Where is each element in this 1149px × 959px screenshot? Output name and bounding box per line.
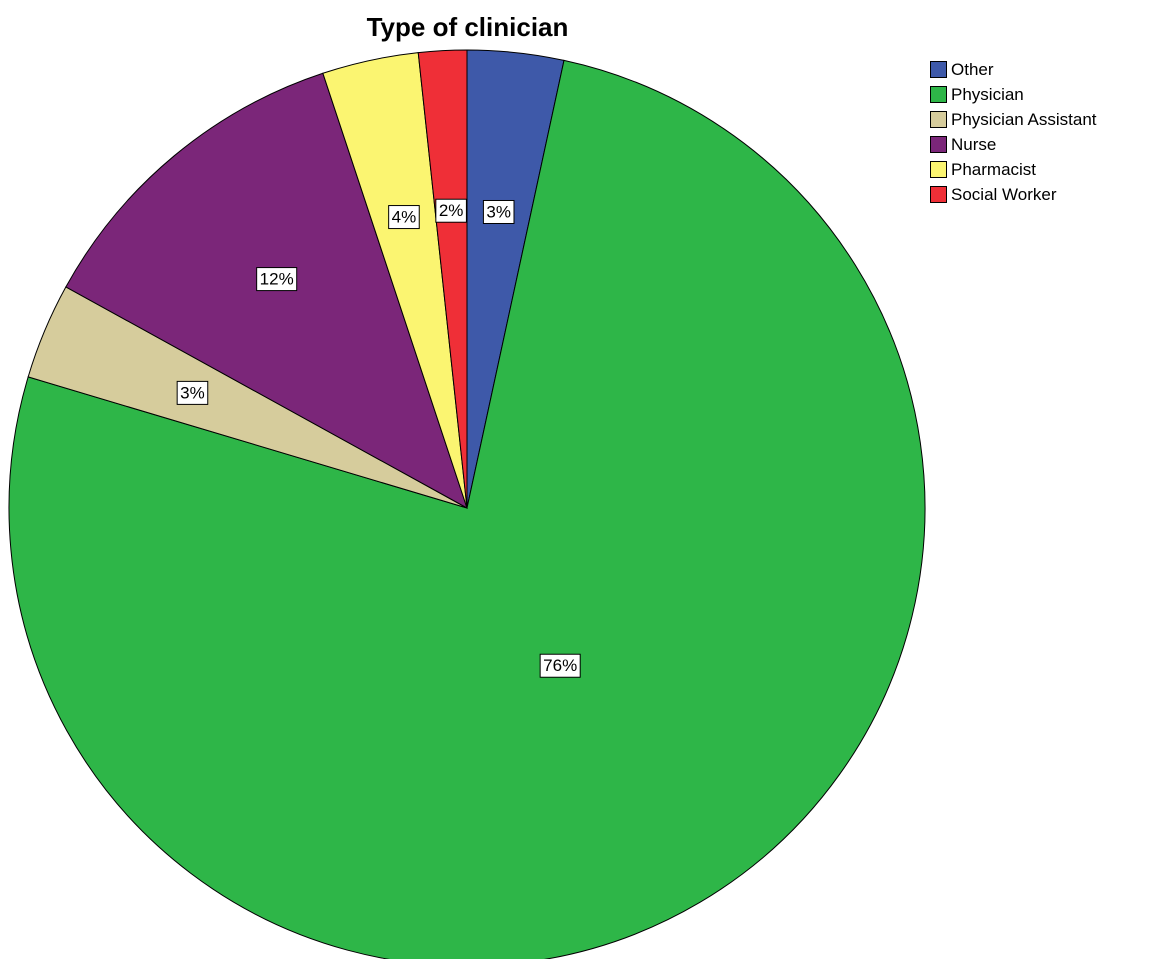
data-label-other: 3% — [482, 199, 515, 224]
data-label-pharmacist: 4% — [388, 205, 420, 230]
legend-item-physician-assistant: Physician Assistant — [930, 107, 1097, 132]
legend-swatch — [930, 86, 947, 103]
data-label-physician: 76% — [539, 653, 581, 678]
data-label-social-worker: 2% — [435, 198, 467, 223]
legend-label: Other — [951, 59, 994, 79]
legend: Other Physician Physician Assistant Nurse Ph… — [930, 57, 1097, 207]
legend-swatch — [930, 161, 947, 178]
legend-swatch — [930, 111, 947, 128]
svg-text:2%: 2% — [439, 201, 464, 220]
legend-item-social-worker: Social Worker — [930, 182, 1097, 207]
legend-label: Pharmacist — [951, 159, 1037, 179]
legend-swatch — [930, 61, 947, 78]
svg-text:12%: 12% — [260, 270, 294, 289]
legend-label: Physician — [951, 84, 1024, 104]
data-label-nurse: 12% — [256, 267, 298, 292]
svg-text:76%: 76% — [543, 656, 577, 675]
legend-label: Social Worker — [951, 184, 1057, 204]
pie-slice-social-worker — [417, 49, 468, 509]
legend-item-other: Other — [930, 57, 1097, 82]
legend-item-physician: Physician — [930, 82, 1097, 107]
legend-item-pharmacist: Pharmacist — [930, 157, 1097, 182]
svg-text:3%: 3% — [486, 202, 511, 221]
data-label-physician-assistant: 3% — [176, 380, 209, 405]
legend-label: Physician Assistant — [951, 109, 1097, 129]
legend-label: Nurse — [951, 134, 997, 154]
chart-title: Type of clinician — [366, 12, 569, 42]
pie-slice-physician — [8, 59, 926, 959]
svg-text:4%: 4% — [392, 208, 417, 227]
legend-swatch — [930, 186, 947, 203]
legend-item-nurse: Nurse — [930, 132, 1097, 157]
svg-text:3%: 3% — [180, 383, 205, 402]
legend-swatch — [930, 136, 947, 153]
